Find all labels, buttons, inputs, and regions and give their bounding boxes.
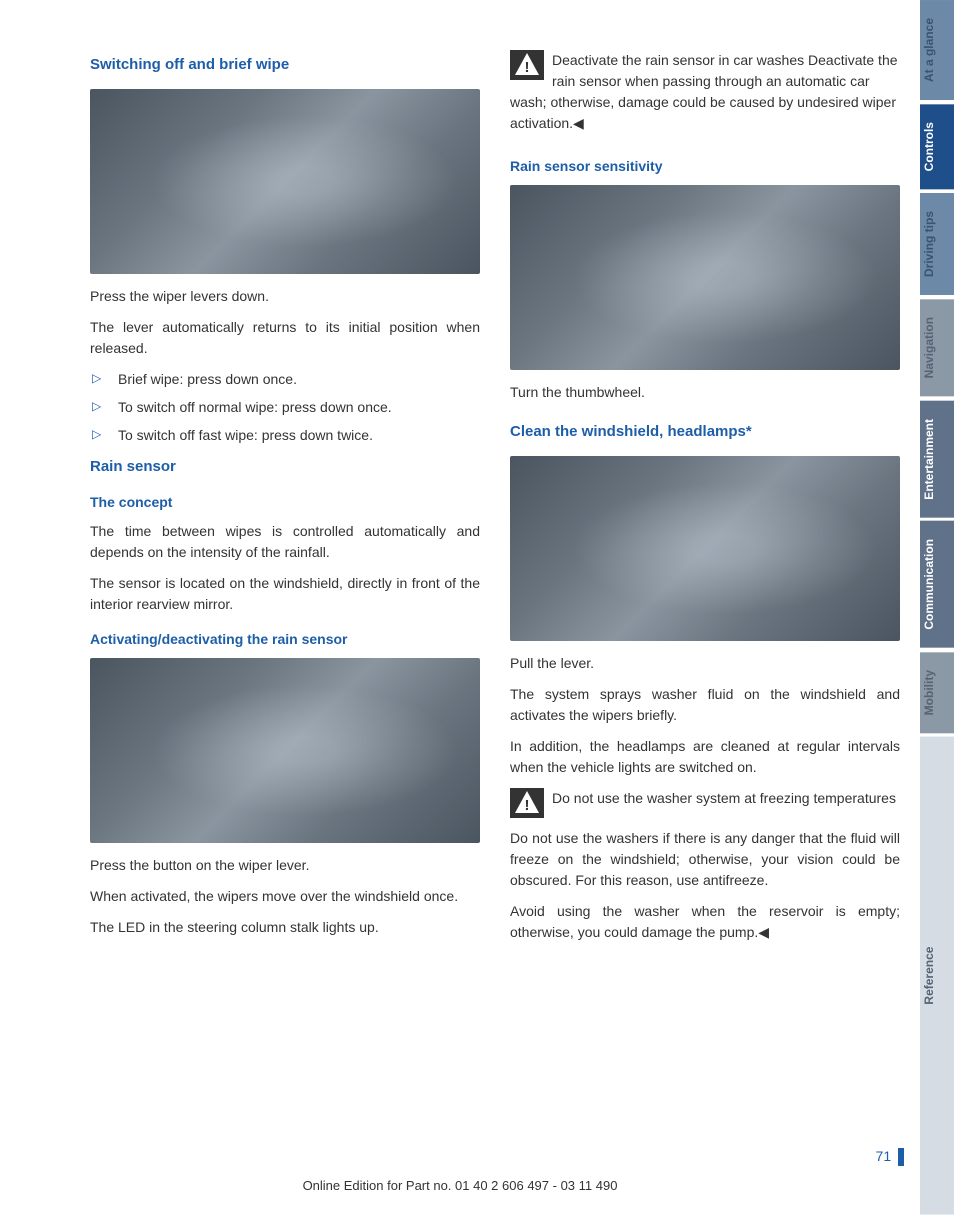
heading-rain-sensor: Rain sensor — [90, 456, 480, 479]
warning-icon — [510, 788, 544, 818]
heading-switching-off: Switching off and brief wipe — [90, 54, 480, 77]
figure-rain-sensor-button — [90, 658, 480, 843]
warning-carwash: Deactivate the rain sensor in car washes… — [510, 50, 900, 134]
heading-clean: Clean the windshield, headlamps* — [510, 421, 900, 444]
text-activate-1: Press the button on the wiper lever. — [90, 855, 480, 876]
text-lever-return: The lever automatically returns to its i… — [90, 317, 480, 359]
tab-mobility[interactable]: Mobility — [920, 652, 954, 733]
figure-wiper-lever-down — [90, 89, 480, 274]
page-number-wrap: 71 — [876, 1145, 904, 1167]
warning-freezing-body: Do not use the washers if there is any d… — [510, 828, 900, 891]
text-headlamps: In addition, the headlamps are cleaned a… — [510, 736, 900, 778]
figure-thumbwheel — [510, 185, 900, 370]
list-item: To switch off normal wipe: press down on… — [90, 397, 480, 418]
text-pull-lever: Pull the lever. — [510, 653, 900, 674]
list-item: To switch off fast wipe: press down twic… — [90, 425, 480, 446]
page-number-bar — [898, 1148, 904, 1166]
warning-icon — [510, 50, 544, 80]
tab-reference[interactable]: Reference — [920, 737, 954, 1215]
text-turn-thumbwheel: Turn the thumbwheel. — [510, 382, 900, 403]
right-column: Deactivate the rain sensor in car washes… — [510, 50, 900, 1195]
heading-sensitivity: Rain sensor sensitivity — [510, 156, 900, 177]
list-wipe-actions: Brief wipe: press down once. To switch o… — [90, 369, 480, 446]
footer-line: Online Edition for Part no. 01 40 2 606 … — [0, 1176, 920, 1196]
warning-freezing-body2: Avoid using the washer when the reservoi… — [510, 901, 900, 943]
warning-carwash-title: Deactivate the rain sensor in car washes — [552, 52, 804, 68]
text-activate-3: The LED in the steering column stalk lig… — [90, 917, 480, 938]
page-number: 71 — [876, 1148, 892, 1164]
text-activate-2: When activated, the wipers move over the… — [90, 886, 480, 907]
heading-concept: The concept — [90, 492, 480, 513]
left-column: Switching off and brief wipe Press the w… — [90, 50, 480, 1195]
warning-freezing-title: Do not use the washer system at freezing… — [552, 790, 896, 806]
figure-pull-lever — [510, 456, 900, 641]
text-concept-2: The sensor is located on the windshield,… — [90, 573, 480, 615]
text-concept-1: The time between wipes is controlled aut… — [90, 521, 480, 563]
list-item: Brief wipe: press down once. — [90, 369, 480, 390]
nav-tabs: At a glance Controls Driving tips Naviga… — [920, 0, 954, 1215]
text-press-down: Press the wiper levers down. — [90, 286, 480, 307]
tab-entertainment[interactable]: Entertainment — [920, 401, 954, 518]
warning-freezing: Do not use the washer system at freezing… — [510, 788, 900, 820]
page: Switching off and brief wipe Press the w… — [0, 0, 954, 1215]
text-spray: The system sprays washer fluid on the wi… — [510, 684, 900, 726]
content-area: Switching off and brief wipe Press the w… — [0, 0, 920, 1215]
tab-driving-tips[interactable]: Driving tips — [920, 193, 954, 295]
tab-controls[interactable]: Controls — [920, 104, 954, 189]
tab-navigation[interactable]: Navigation — [920, 299, 954, 396]
heading-activating: Activating/deactivating the rain sensor — [90, 629, 480, 650]
tab-communication[interactable]: Communication — [920, 521, 954, 648]
tab-at-a-glance[interactable]: At a glance — [920, 0, 954, 100]
